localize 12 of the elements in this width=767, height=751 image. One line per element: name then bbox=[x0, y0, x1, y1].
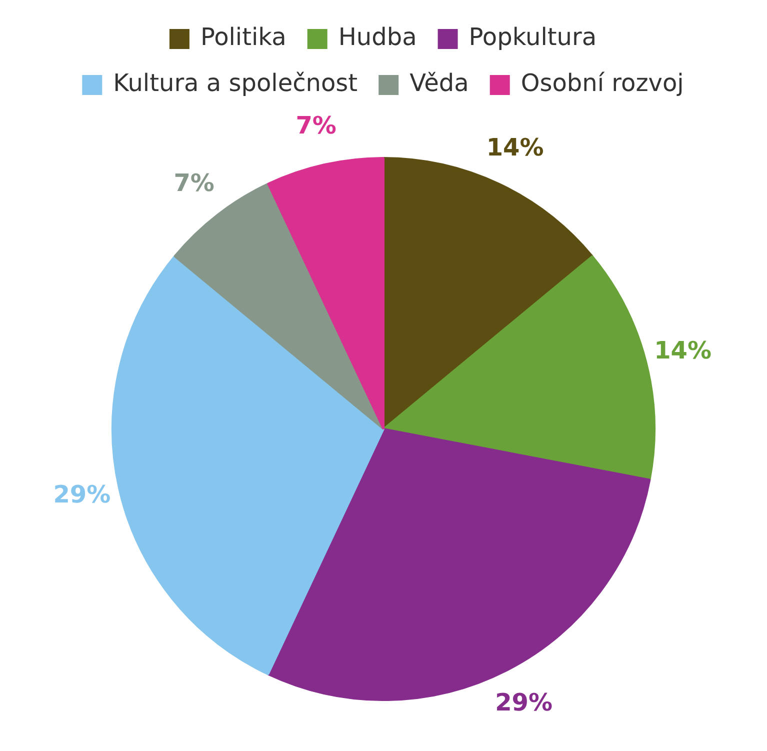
data-label: 7% bbox=[296, 112, 336, 140]
legend-label: Osobní rozvoj bbox=[520, 69, 684, 98]
data-label: 14% bbox=[486, 134, 544, 162]
legend-label: Politika bbox=[200, 23, 286, 52]
data-label: 7% bbox=[174, 169, 214, 198]
data-label: 14% bbox=[654, 336, 712, 364]
legend-label: Věda bbox=[410, 69, 469, 98]
data-label: 29% bbox=[495, 688, 553, 717]
data-label: 29% bbox=[53, 480, 111, 509]
legend-label: Popkultura bbox=[468, 23, 597, 52]
legend-label: Kultura a společnost bbox=[113, 69, 358, 98]
legend-label: Hudba bbox=[338, 23, 417, 52]
